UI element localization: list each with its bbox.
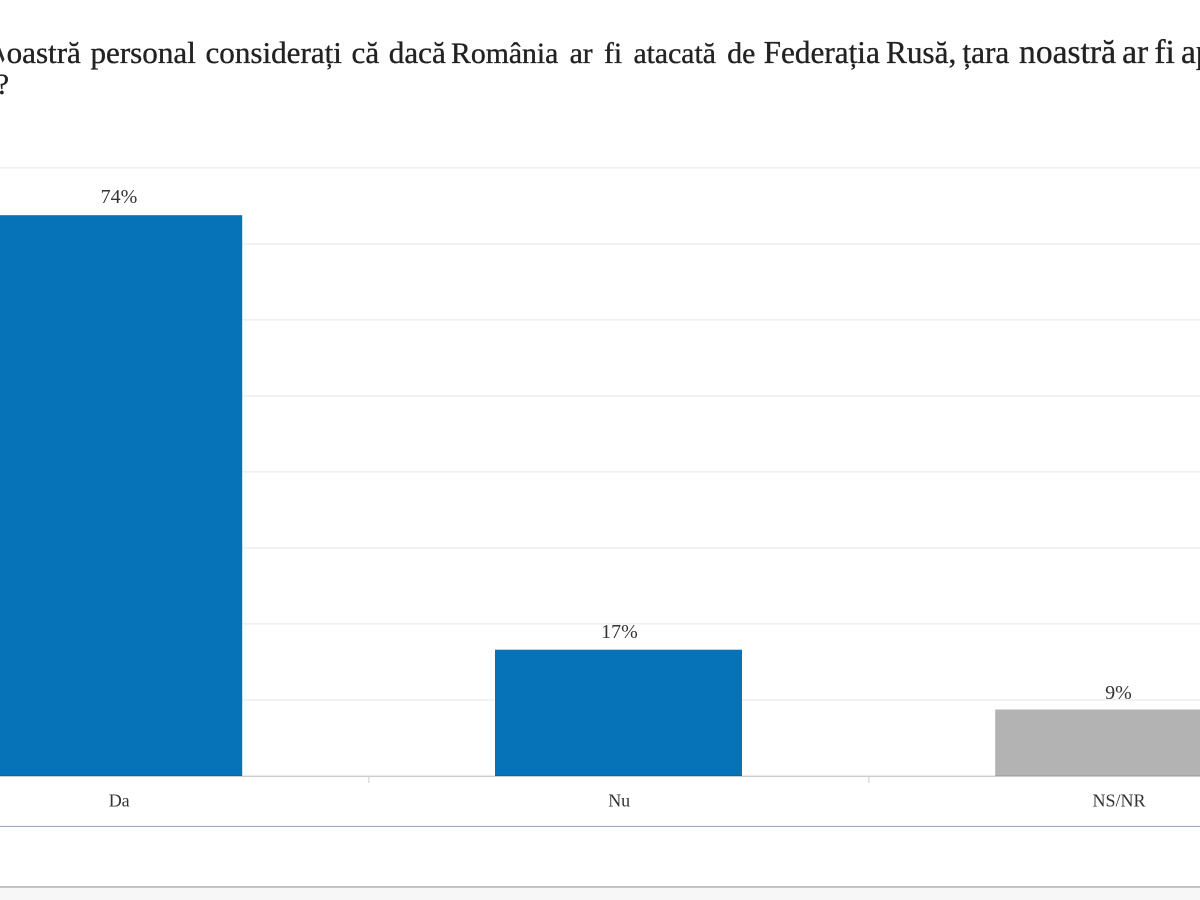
svg-text:România ar fi atacată de: România ar fi atacată de	[451, 38, 755, 70]
svg-text:NATO?: NATO?	[0, 69, 9, 101]
svg-text:NS/NR: NS/NR	[1092, 791, 1145, 811]
svg-text:9%: 9%	[1105, 682, 1132, 704]
svg-text:noastră ar fi apărată: noastră ar fi apărată	[1019, 34, 1200, 71]
svg-text:17%: 17%	[601, 621, 638, 643]
svg-text:oastră personal considerați că: oastră personal considerați că dacă	[7, 35, 446, 70]
svg-text:Nu: Nu	[608, 791, 630, 811]
svg-text:Federația Rusă, țara: Federația Rusă, țara	[764, 35, 1010, 70]
svg-text:Da: Da	[109, 791, 130, 811]
svg-text:74%: 74%	[101, 186, 138, 208]
